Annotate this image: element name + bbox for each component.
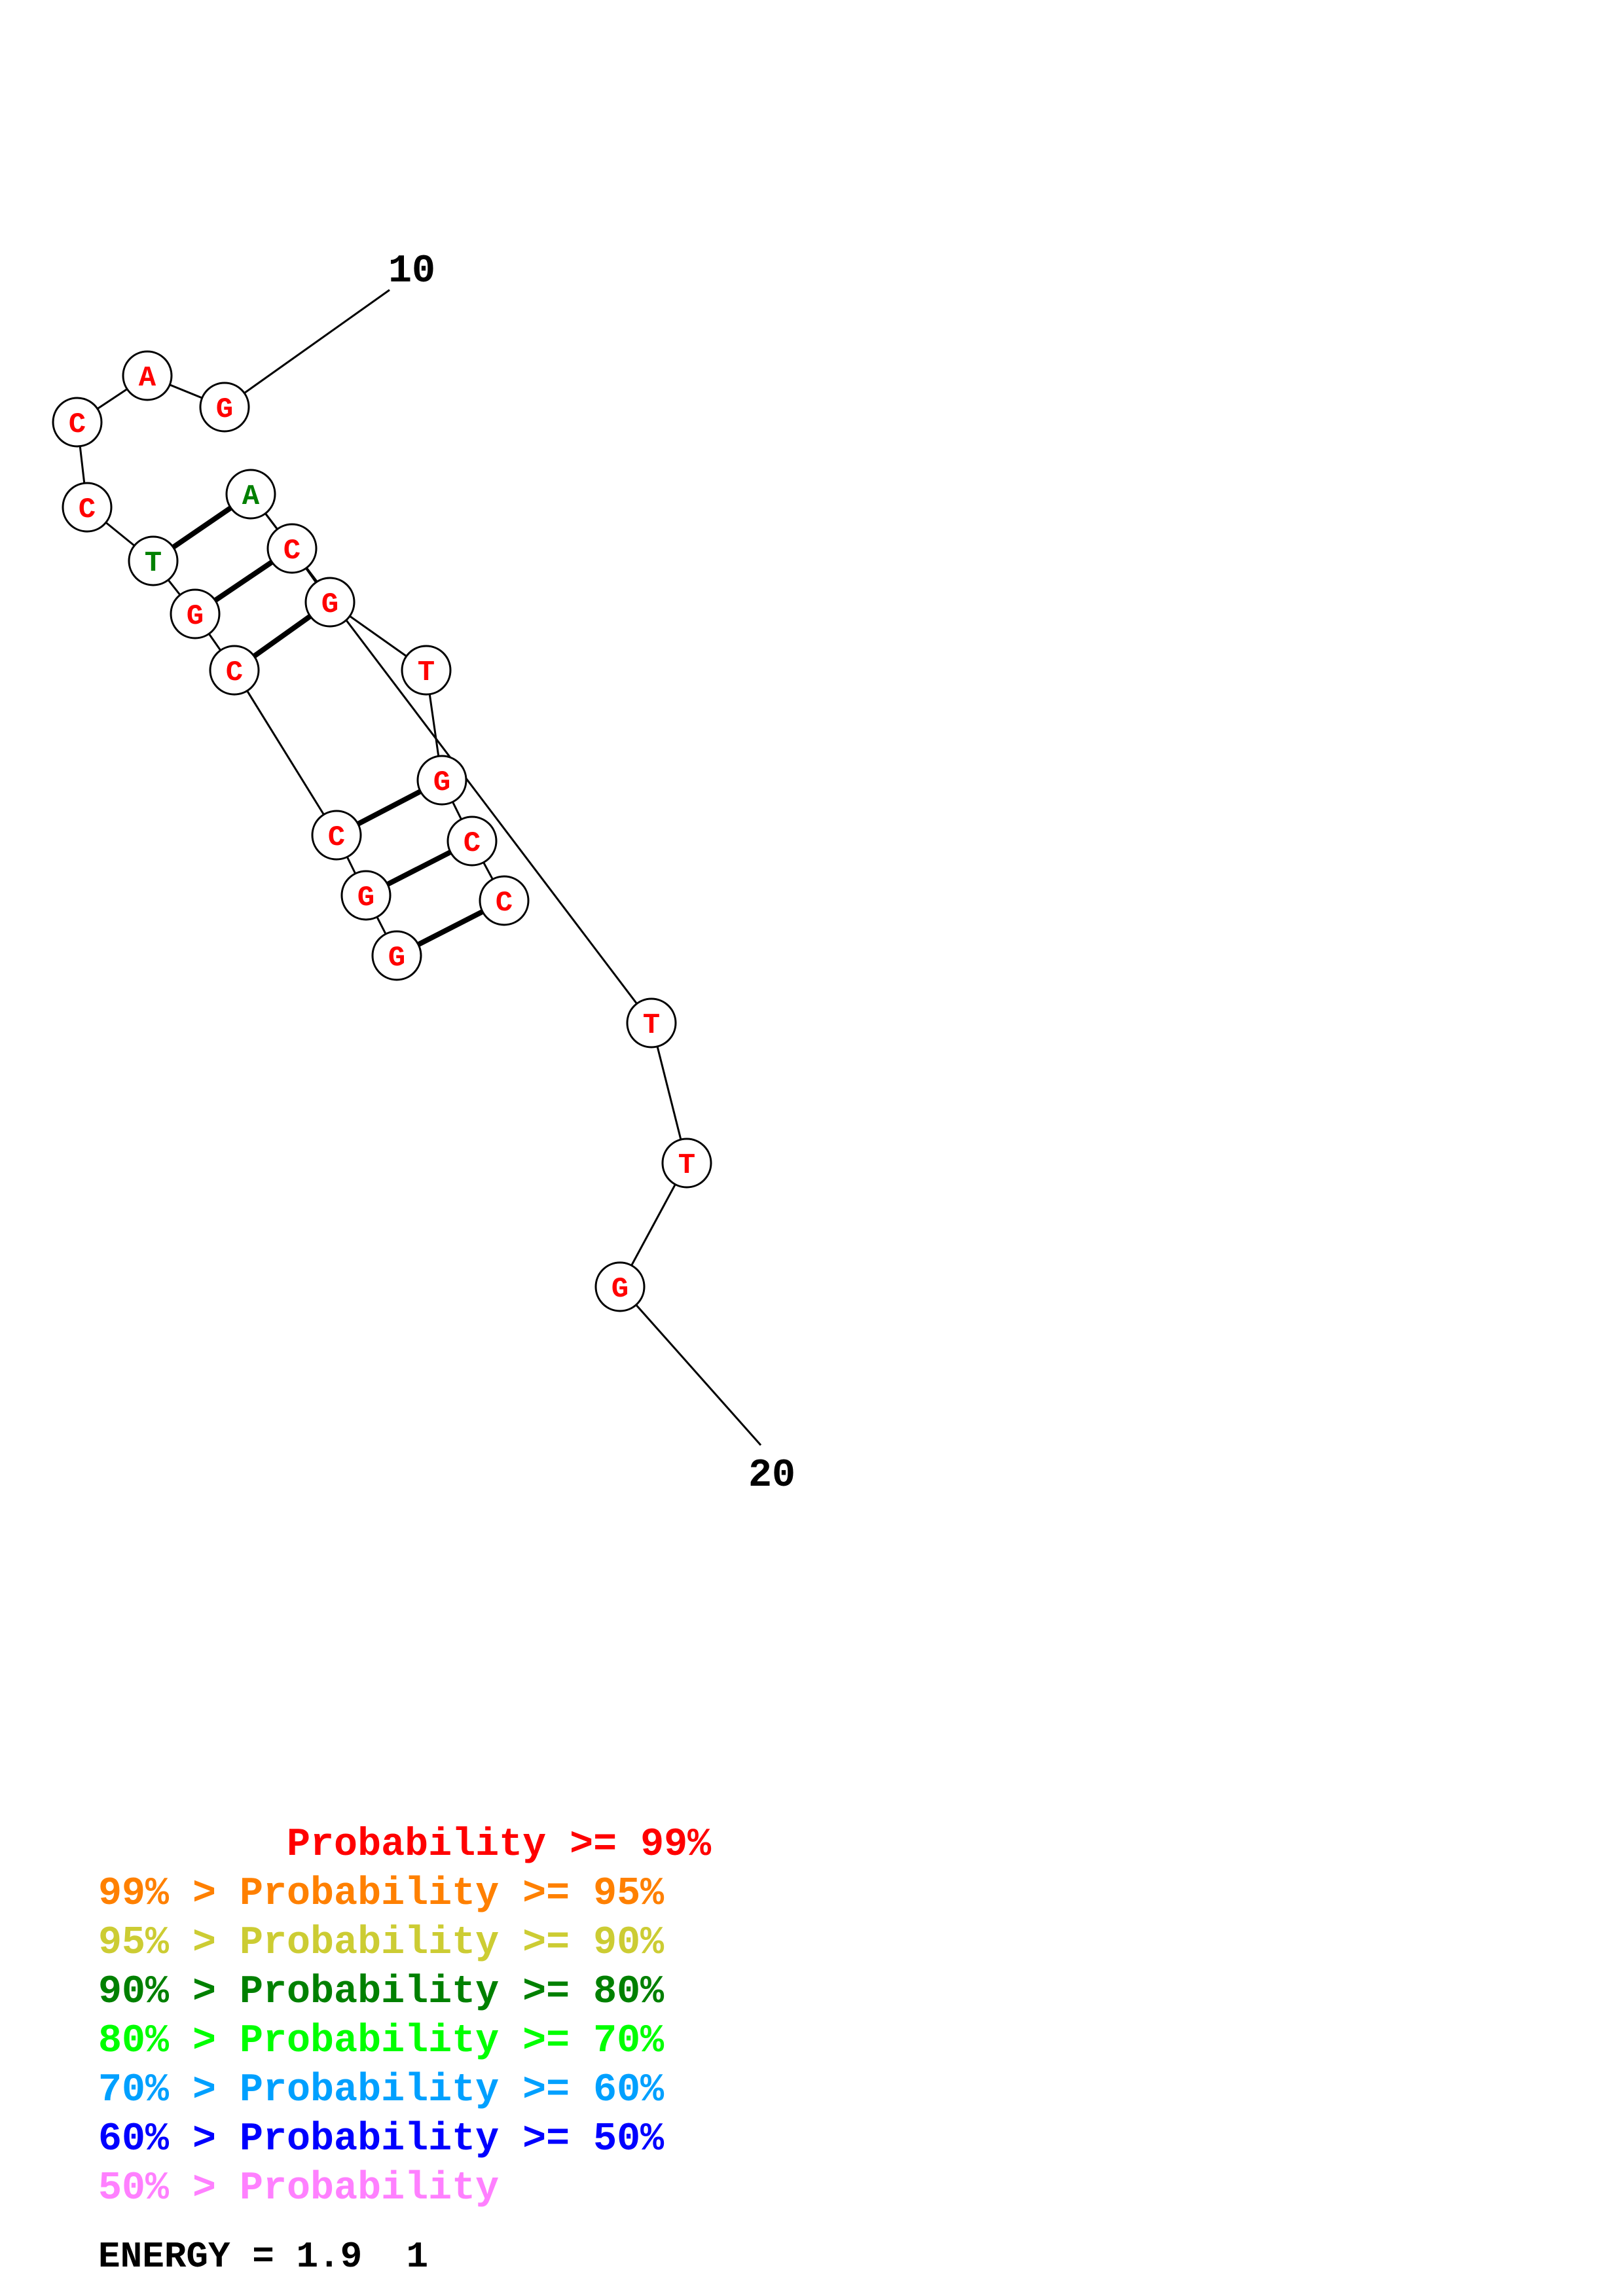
nucleotide-n25: C — [266, 523, 318, 574]
tick-label-10: 10 — [388, 249, 435, 294]
nucleotide-letter: T — [678, 1149, 695, 1182]
nucleotide-circle — [626, 997, 677, 1049]
nucleotide-n11: A — [122, 350, 173, 401]
nucleotide-n24: G — [304, 577, 356, 628]
nucleotide-letter: C — [79, 493, 96, 526]
legend-row: 99% > Probability >= 95% — [98, 1872, 665, 1916]
nucleotide-circle — [199, 382, 250, 433]
nucleotide-n19: G — [371, 930, 422, 981]
probability-legend: Probability >= 99% 99% > Probability >= … — [98, 1821, 818, 2214]
nucleotide-n28: T — [661, 1138, 712, 1189]
nucleotide-n10: G — [199, 382, 250, 433]
legend-row: 95% > Probability >= 90% — [98, 1921, 665, 1965]
nucleotide-letter: C — [283, 535, 301, 567]
nucleotide-circle — [52, 397, 103, 448]
nucleotide-n14: T — [128, 535, 179, 586]
nucleotide-circle — [209, 645, 260, 696]
nucleotide-letter: A — [139, 362, 156, 395]
nucleotide-n13: C — [62, 482, 113, 533]
nucleotide-n21: C — [447, 816, 498, 867]
energy-label: ENERGY = 1.9 1 — [98, 2236, 429, 2278]
nucleotide-circle — [479, 875, 530, 926]
legend-row: 80% > Probability >= 70% — [98, 2019, 665, 2064]
nucleotide-circle — [371, 930, 422, 981]
nucleotide-n29: G — [594, 1261, 646, 1312]
nucleotide-circle — [122, 350, 173, 401]
nucleotide-letter: C — [69, 408, 86, 441]
nucleotide-letter: G — [321, 588, 338, 621]
nucleotide-n16: C — [209, 645, 260, 696]
nucleotide-letter: G — [611, 1273, 629, 1306]
nucleotide-n27: T — [626, 997, 677, 1049]
legend-row: 60% > Probability >= 50% — [98, 2117, 665, 2162]
nucleotide-n26: A — [225, 469, 276, 520]
nucleotide-letter: T — [418, 656, 435, 689]
nucleotide-letter: G — [187, 600, 204, 633]
nucleotide-circle — [62, 482, 113, 533]
legend-row: 50% > Probability — [98, 2166, 500, 2211]
nucleotide-circle — [304, 577, 356, 628]
nucleotide-n12: C — [52, 397, 103, 448]
nucleotide-circle — [225, 469, 276, 520]
nucleotide-letter: C — [226, 656, 243, 689]
nucleotide-n17: C — [311, 810, 362, 861]
legend-row: 70% > Probability >= 60% — [98, 2068, 665, 2113]
legend-row: 90% > Probability >= 80% — [98, 1970, 665, 2015]
nucleotide-letter: T — [145, 547, 162, 580]
nucleotide-circle — [416, 755, 467, 806]
nucleotide-circle — [128, 535, 179, 586]
tick-label-20: 20 — [748, 1454, 795, 1498]
nucleotide-letter: G — [388, 942, 405, 975]
backbone-segment — [619, 1286, 762, 1446]
nucleotide-n18: G — [340, 870, 392, 921]
nucleotide-circle — [447, 816, 498, 867]
nucleotide-letter: G — [357, 882, 374, 914]
nucleotide-n15: G — [170, 588, 221, 639]
nucleotide-circle — [170, 588, 221, 639]
nucleotide-letter: G — [433, 766, 450, 799]
backbone-segment — [233, 670, 338, 836]
nucleotide-letter: A — [242, 480, 260, 513]
nucleotide-n22: G — [416, 755, 467, 806]
backbone-segment — [224, 289, 390, 408]
nucleotide-letter: C — [496, 887, 513, 920]
nucleotide-circle — [661, 1138, 712, 1189]
nucleotide-letter: G — [216, 393, 233, 426]
nucleotide-letter: C — [464, 827, 481, 860]
nucleotide-circle — [594, 1261, 646, 1312]
nucleotide-n20: C — [479, 875, 530, 926]
nucleotide-circle — [266, 523, 318, 574]
base-pair-lines — [151, 492, 505, 958]
nucleotide-letter: T — [643, 1009, 660, 1042]
nucleotide-circle — [401, 645, 452, 696]
nucleotide-circle — [340, 870, 392, 921]
nucleotide-n23: T — [401, 645, 452, 696]
legend-row: Probability >= 99% — [98, 1823, 712, 1867]
nucleotide-circle — [311, 810, 362, 861]
nucleotide-letter: C — [328, 821, 345, 854]
